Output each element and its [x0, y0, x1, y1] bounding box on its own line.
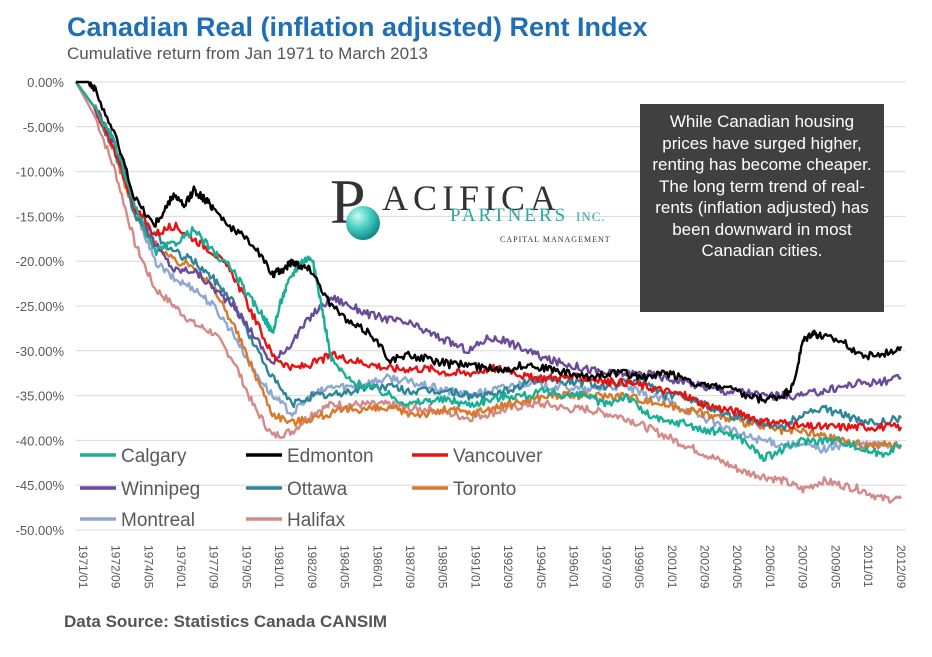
- series-line-winnipeg: [75, 81, 902, 401]
- x-tick-label: 2007/09: [796, 545, 810, 589]
- legend-label-edmonton: Edmonton: [287, 446, 374, 467]
- y-tick-label: -10.00%: [16, 165, 65, 180]
- x-tick-label: 1986/01: [370, 545, 384, 589]
- x-tick-label: 1989/05: [436, 545, 450, 589]
- x-tick-label: 1972/09: [109, 545, 123, 589]
- x-tick-label: 2002/09: [698, 545, 712, 589]
- y-tick-label: -40.00%: [16, 433, 65, 448]
- x-tick-label: 1971/01: [76, 545, 90, 589]
- y-tick-label: -50.00%: [16, 523, 65, 538]
- x-tick-label: 1982/09: [305, 545, 319, 589]
- series-line-calgary: [75, 81, 903, 463]
- logo-inc: INC.: [576, 209, 606, 224]
- y-tick-label: -15.00%: [16, 209, 65, 224]
- logo-name: ACIFICA: [382, 178, 562, 218]
- annotation-box: While Canadian housing prices have surge…: [640, 104, 884, 312]
- legend-label-toronto: Toronto: [453, 479, 516, 500]
- y-tick-label: -20.00%: [16, 254, 65, 269]
- x-tick-label: 1984/05: [338, 545, 352, 589]
- y-tick-label: -25.00%: [16, 299, 65, 314]
- legend-label-ottawa: Ottawa: [287, 479, 348, 500]
- pacifica-logo: P ACIFICA PARTNERS INC. CAPITAL MANAGEME…: [330, 170, 610, 246]
- x-tick-label: 1976/01: [174, 545, 188, 589]
- x-tick-label: 2006/01: [763, 545, 777, 589]
- logo-sphere-icon: [346, 206, 380, 240]
- legend-label-vancouver: Vancouver: [453, 446, 543, 467]
- chart-subtitle: Cumulative return from Jan 1971 to March…: [67, 44, 428, 63]
- legend: Calgary Edmonton Vancouver Winnipeg Ottawa To…: [80, 446, 543, 531]
- x-tick-label: 1974/05: [141, 545, 155, 589]
- x-tick-label: 2011/01: [861, 545, 875, 588]
- series-line-halifax: [74, 81, 903, 504]
- legend-label-montreal: Montreal: [121, 510, 195, 531]
- x-tick-label: 1992/09: [501, 545, 515, 589]
- legend-label-calgary: Calgary: [121, 446, 187, 467]
- logo-tagline: CAPITAL MANAGEMENT: [500, 235, 611, 244]
- x-tick-label: 1981/01: [272, 545, 286, 589]
- x-tick-label: 2012/09: [894, 545, 908, 589]
- x-tick-label: 1979/05: [239, 545, 253, 589]
- logo-subtitle: PARTNERS INC.: [450, 206, 606, 225]
- chart-title: Canadian Real (inflation adjusted) Rent …: [67, 12, 648, 42]
- x-tick-label: 1996/01: [567, 545, 581, 589]
- y-tick-label: -45.00%: [16, 478, 65, 493]
- series-layer: [74, 80, 903, 504]
- x-tick-label: 1991/01: [468, 545, 482, 589]
- x-tick-label: 1994/05: [534, 545, 548, 589]
- x-tick-label: 2004/05: [730, 545, 744, 589]
- x-tick-label: 1987/09: [403, 545, 417, 589]
- x-tick-label: 2009/05: [828, 545, 842, 589]
- x-tick-label: 1997/09: [599, 545, 613, 589]
- x-tick-label: 2001/01: [665, 545, 679, 589]
- y-tick-label: 0.00%: [27, 75, 64, 90]
- y-tick-label: -5.00%: [23, 120, 65, 135]
- y-axis-labels: 0.00% -5.00% -10.00% -15.00% -20.00% -25.00% -…: [16, 75, 65, 538]
- y-tick-label: -35.00%: [16, 389, 65, 404]
- rent-index-chart: 0.00% -5.00% -10.00% -15.00% -20.00% -25.00% -…: [16, 75, 908, 589]
- x-tick-label: 1999/05: [632, 545, 646, 589]
- y-tick-label: -30.00%: [16, 344, 65, 359]
- x-tick-label: 1977/09: [207, 545, 221, 589]
- legend-label-halifax: Halifax: [287, 510, 346, 531]
- x-axis-labels: 1971/01 1972/09 1974/05 1976/01 1977/09 1979/…: [76, 545, 908, 589]
- logo-partners: PARTNERS: [450, 205, 569, 226]
- series-line-edmonton: [75, 80, 903, 404]
- series-line-ottawa: [75, 81, 902, 431]
- data-source: Data Source: Statistics Canada CANSIM: [64, 612, 388, 631]
- legend-label-winnipeg: Winnipeg: [121, 479, 200, 500]
